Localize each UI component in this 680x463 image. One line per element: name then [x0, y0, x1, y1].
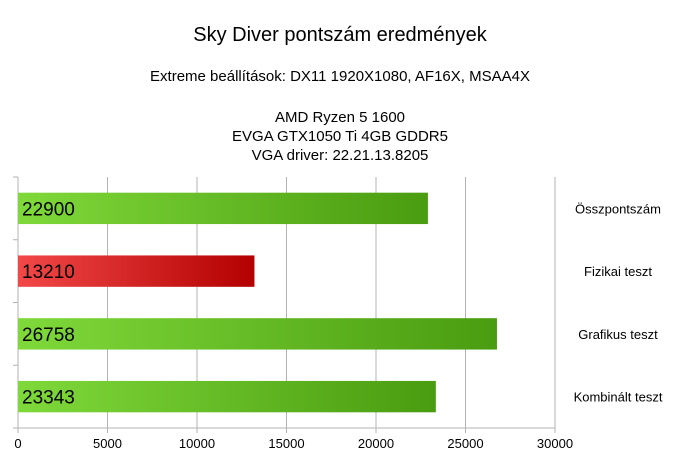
- bar: [18, 255, 255, 287]
- x-tick-label: 15000: [268, 436, 304, 451]
- x-tick-label: 5000: [93, 436, 122, 451]
- labels: 0 5000 10000 15000 20000 25000 30000 22900 Összp…: [14, 199, 662, 451]
- chart-subtitle-cpu: AMD Ryzen 5 1600: [274, 109, 406, 126]
- data-label: 13210: [22, 262, 75, 283]
- data-label: 26758: [22, 325, 75, 346]
- bar: [18, 318, 497, 350]
- category-label: Kombinált teszt: [574, 390, 663, 405]
- category-label: Fizikai teszt: [584, 264, 652, 279]
- x-tick-label: 10000: [179, 436, 215, 451]
- chart-subtitle-settings: Extreme beállítások: DX11 1920X1080, AF1…: [150, 68, 530, 85]
- x-tick-label: 25000: [447, 436, 483, 451]
- axes: [13, 176, 556, 433]
- bars: [18, 192, 497, 413]
- data-label: 23343: [22, 388, 75, 409]
- bar: [18, 380, 436, 413]
- x-tick-label: 20000: [358, 436, 394, 451]
- chart-subtitle-gpu: EVGA GTX1050 Ti 4GB GDDR5: [232, 128, 448, 145]
- x-tick-label: 30000: [537, 436, 573, 451]
- data-label: 22900: [22, 199, 75, 220]
- category-label: Grafikus teszt: [578, 327, 658, 342]
- chart-subtitle-driver: VGA driver: 22.21.13.8205: [251, 147, 429, 164]
- bar: [18, 192, 428, 225]
- x-tick-label: 0: [14, 436, 21, 451]
- category-label: Összpontszám: [575, 201, 661, 216]
- chart-title: Sky Diver pontszám eredmények: [193, 24, 487, 46]
